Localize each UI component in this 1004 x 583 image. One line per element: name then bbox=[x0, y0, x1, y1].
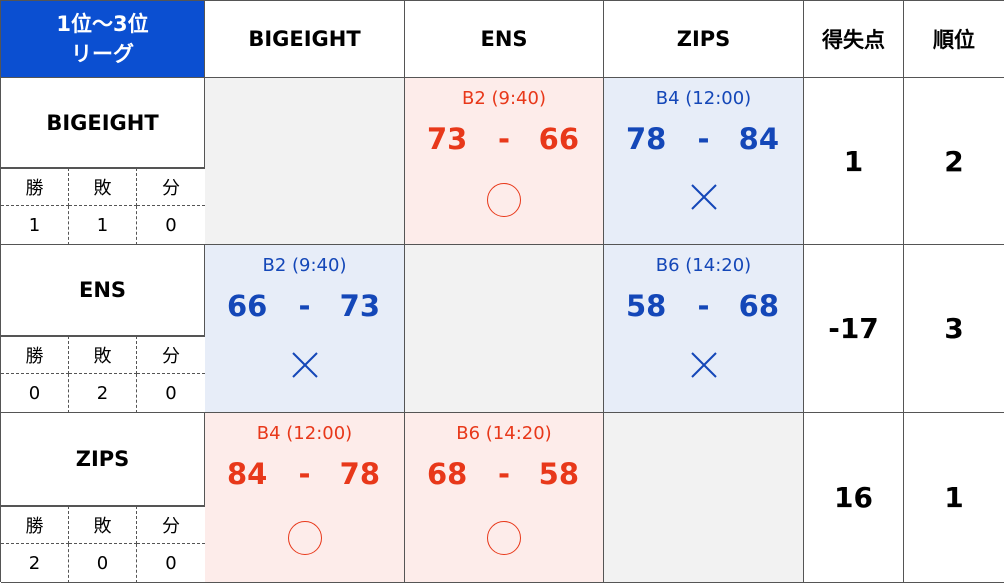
record-value-wins: 0 bbox=[1, 374, 69, 413]
score-opponent: 68 bbox=[738, 289, 779, 323]
match-time: B6 (14:20) bbox=[456, 423, 552, 444]
cross-icon bbox=[604, 183, 803, 211]
record-value-wins: 1 bbox=[1, 206, 69, 245]
team-name-bigeight: BIGEIGHT bbox=[1, 78, 205, 168]
column-header-ens: ENS bbox=[405, 1, 604, 78]
record-label-win: 勝 bbox=[1, 506, 69, 544]
column-header-points: 得失点 bbox=[804, 1, 904, 78]
team-name-zips: ZIPS bbox=[1, 413, 205, 506]
record-value-draws: 0 bbox=[137, 206, 205, 245]
record-value-losses: 2 bbox=[69, 374, 137, 413]
point-difference: -17 bbox=[804, 245, 904, 413]
column-header-bigeight: BIGEIGHT bbox=[205, 1, 405, 78]
league-title-line2: リーグ bbox=[71, 42, 134, 66]
cross-icon bbox=[205, 351, 404, 379]
rank: 1 bbox=[904, 413, 1004, 583]
score-separator: - bbox=[497, 457, 511, 491]
match-cell: B4 (12:00) 78-84 bbox=[604, 78, 804, 245]
score-separator: - bbox=[298, 457, 311, 491]
record-value-wins: 2 bbox=[1, 544, 69, 583]
record-value-draws: 0 bbox=[137, 374, 205, 413]
record-label-loss: 敗 bbox=[69, 336, 137, 374]
record-value-draws: 0 bbox=[137, 544, 205, 583]
score-own: 66 bbox=[227, 289, 268, 323]
circle-icon bbox=[405, 183, 603, 217]
score-separator: - bbox=[697, 289, 710, 323]
record-value-losses: 1 bbox=[69, 206, 137, 245]
self-match-cell bbox=[405, 245, 604, 413]
match-time: B6 (14:20) bbox=[655, 255, 752, 276]
team-name-ens: ENS bbox=[1, 245, 205, 336]
circle-icon bbox=[405, 521, 603, 555]
point-difference: 16 bbox=[804, 413, 904, 583]
rank: 3 bbox=[904, 245, 1004, 413]
record-label-draw: 分 bbox=[137, 168, 205, 206]
record-label-draw: 分 bbox=[137, 506, 205, 544]
column-header-rank: 順位 bbox=[904, 1, 1004, 78]
record-label-loss: 敗 bbox=[69, 506, 137, 544]
match-cell: B4 (12:00) 84-78 bbox=[205, 413, 405, 583]
score-opponent: 84 bbox=[738, 122, 779, 156]
match-time: B4 (12:00) bbox=[655, 88, 752, 109]
record-label-draw: 分 bbox=[137, 336, 205, 374]
record-label-win: 勝 bbox=[1, 336, 69, 374]
match-cell: B2 (9:40) 66-73 bbox=[205, 245, 405, 413]
score-own: 58 bbox=[626, 289, 667, 323]
score-own: 78 bbox=[626, 122, 667, 156]
score-opponent: 73 bbox=[339, 289, 380, 323]
cross-icon bbox=[604, 351, 803, 379]
match-time: B2 (9:40) bbox=[462, 88, 546, 109]
score-own: 68 bbox=[427, 457, 468, 491]
score-opponent: 78 bbox=[339, 457, 380, 491]
point-difference: 1 bbox=[804, 78, 904, 245]
score-own: 84 bbox=[227, 457, 268, 491]
score-opponent: 66 bbox=[538, 122, 579, 156]
score-separator: - bbox=[298, 289, 311, 323]
record-label-loss: 敗 bbox=[69, 168, 137, 206]
record-label-win: 勝 bbox=[1, 168, 69, 206]
match-cell: B6 (14:20) 68-58 bbox=[405, 413, 604, 583]
rank: 2 bbox=[904, 78, 1004, 245]
column-header-zips: ZIPS bbox=[604, 1, 804, 78]
circle-icon bbox=[205, 521, 404, 555]
score-opponent: 58 bbox=[538, 457, 579, 491]
league-title: 1位〜3位 リーグ bbox=[1, 1, 205, 78]
match-time: B2 (9:40) bbox=[262, 255, 347, 276]
score-own: 73 bbox=[427, 122, 468, 156]
record-value-losses: 0 bbox=[69, 544, 137, 583]
league-title-line1: 1位〜3位 bbox=[56, 12, 149, 36]
match-time: B4 (12:00) bbox=[256, 423, 353, 444]
match-cell: B2 (9:40) 73-66 bbox=[405, 78, 604, 245]
score-separator: - bbox=[697, 122, 710, 156]
self-match-cell bbox=[604, 413, 804, 583]
score-separator: - bbox=[497, 122, 511, 156]
match-cell: B6 (14:20) 58-68 bbox=[604, 245, 804, 413]
self-match-cell bbox=[205, 78, 405, 245]
